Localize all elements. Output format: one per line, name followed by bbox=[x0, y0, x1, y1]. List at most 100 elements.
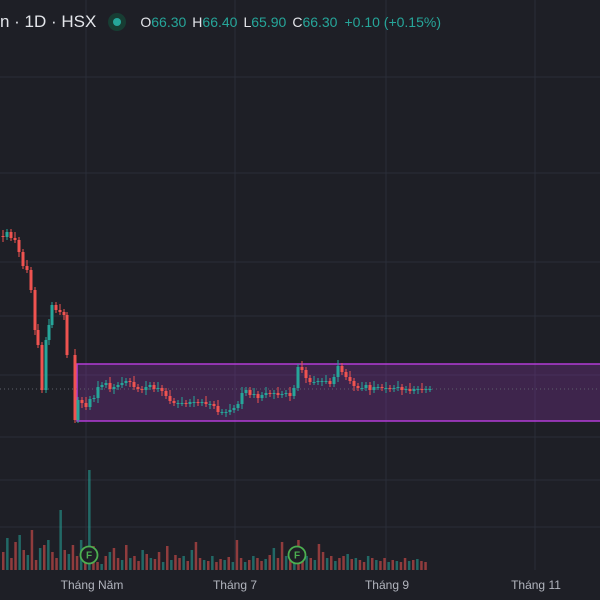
candle-body[interactable] bbox=[17, 240, 21, 252]
candle-body[interactable] bbox=[208, 404, 212, 405]
candle-body[interactable] bbox=[400, 387, 404, 390]
candle-body[interactable] bbox=[308, 378, 312, 382]
candle-body[interactable] bbox=[96, 387, 100, 398]
candle-body[interactable] bbox=[33, 290, 37, 330]
candle-body[interactable] bbox=[296, 367, 300, 388]
candle-body[interactable] bbox=[36, 330, 40, 345]
candle-body[interactable] bbox=[276, 393, 280, 395]
candle-body[interactable] bbox=[340, 366, 344, 372]
candle-body[interactable] bbox=[428, 389, 432, 390]
candle-body[interactable] bbox=[5, 232, 9, 237]
candle-body[interactable] bbox=[304, 370, 308, 378]
candle-body[interactable] bbox=[120, 383, 124, 385]
candle-body[interactable] bbox=[50, 305, 54, 325]
candle-body[interactable] bbox=[212, 404, 216, 406]
candle-body[interactable] bbox=[268, 393, 272, 394]
candle-body[interactable] bbox=[424, 389, 428, 390]
candle-body[interactable] bbox=[21, 252, 25, 266]
candle-body[interactable] bbox=[58, 310, 62, 312]
candle-body[interactable] bbox=[73, 355, 77, 420]
candle-body[interactable] bbox=[164, 391, 168, 396]
candle-body[interactable] bbox=[148, 385, 152, 387]
candle-body[interactable] bbox=[180, 403, 184, 404]
candle-body[interactable] bbox=[332, 377, 336, 384]
event-marker-icon[interactable] bbox=[287, 545, 307, 565]
candle-body[interactable] bbox=[80, 400, 84, 403]
candle-body[interactable] bbox=[392, 388, 396, 389]
candle-body[interactable] bbox=[236, 404, 240, 408]
candle-body[interactable] bbox=[284, 393, 288, 394]
candle-body[interactable] bbox=[240, 393, 244, 404]
candle-body[interactable] bbox=[29, 270, 33, 290]
candle-body[interactable] bbox=[328, 381, 332, 384]
candle-body[interactable] bbox=[272, 393, 276, 394]
candle-body[interactable] bbox=[288, 393, 292, 396]
candle-body[interactable] bbox=[380, 387, 384, 388]
candle-body[interactable] bbox=[104, 383, 108, 385]
candle-body[interactable] bbox=[292, 388, 296, 396]
candle-body[interactable] bbox=[300, 367, 304, 370]
candle-body[interactable] bbox=[160, 388, 164, 391]
candle-body[interactable] bbox=[364, 385, 368, 388]
candle-body[interactable] bbox=[248, 390, 252, 395]
candle-body[interactable] bbox=[25, 266, 29, 270]
candle-body[interactable] bbox=[348, 377, 352, 381]
candle-body[interactable] bbox=[188, 402, 192, 404]
candle-body[interactable] bbox=[352, 381, 356, 386]
candle-body[interactable] bbox=[404, 389, 408, 390]
candle-body[interactable] bbox=[252, 394, 256, 395]
candle-body[interactable] bbox=[192, 402, 196, 403]
candle-body[interactable] bbox=[320, 381, 324, 382]
candle-body[interactable] bbox=[128, 381, 132, 382]
candle-body[interactable] bbox=[1, 236, 5, 237]
candle-body[interactable] bbox=[92, 398, 96, 399]
candle-body[interactable] bbox=[280, 394, 284, 395]
candle-body[interactable] bbox=[156, 388, 160, 389]
candle-body[interactable] bbox=[232, 408, 236, 410]
candle-body[interactable] bbox=[244, 390, 248, 393]
candle-body[interactable] bbox=[256, 394, 260, 398]
symbol-info[interactable]: n · 1D · HSX bbox=[0, 12, 97, 31]
candle-body[interactable] bbox=[344, 372, 348, 377]
candle-body[interactable] bbox=[384, 388, 388, 389]
candle-body[interactable] bbox=[116, 385, 120, 387]
candle-body[interactable] bbox=[420, 389, 424, 390]
candle-body[interactable] bbox=[316, 381, 320, 382]
candle-body[interactable] bbox=[200, 402, 204, 403]
candle-body[interactable] bbox=[47, 325, 51, 340]
candle-body[interactable] bbox=[416, 389, 420, 390]
candle-body[interactable] bbox=[144, 387, 148, 390]
candle-body[interactable] bbox=[388, 388, 392, 389]
candle-body[interactable] bbox=[152, 385, 156, 389]
candle-body[interactable] bbox=[65, 315, 69, 355]
candle-body[interactable] bbox=[76, 400, 80, 420]
candle-body[interactable] bbox=[312, 382, 316, 383]
candle-body[interactable] bbox=[13, 238, 17, 240]
candle-body[interactable] bbox=[216, 406, 220, 412]
candle-body[interactable] bbox=[264, 393, 268, 395]
candle-body[interactable] bbox=[372, 387, 376, 390]
candle-body[interactable] bbox=[44, 340, 48, 390]
candle-body[interactable] bbox=[84, 403, 88, 407]
candle-body[interactable] bbox=[136, 387, 140, 389]
candle-body[interactable] bbox=[196, 402, 200, 403]
candle-body[interactable] bbox=[376, 387, 380, 388]
candle-body[interactable] bbox=[412, 389, 416, 391]
candle-body[interactable] bbox=[124, 381, 128, 383]
candle-body[interactable] bbox=[324, 381, 328, 382]
candle-body[interactable] bbox=[108, 383, 112, 389]
candle-body[interactable] bbox=[140, 389, 144, 390]
candle-body[interactable] bbox=[220, 412, 224, 413]
candle-body[interactable] bbox=[408, 389, 412, 391]
candle-body[interactable] bbox=[168, 396, 172, 401]
candle-body[interactable] bbox=[100, 385, 104, 387]
candle-body[interactable] bbox=[204, 402, 208, 404]
candle-body[interactable] bbox=[336, 366, 340, 377]
candle-body[interactable] bbox=[132, 382, 136, 387]
candle-body[interactable] bbox=[396, 387, 400, 388]
candle-body[interactable] bbox=[54, 305, 58, 310]
candle-body[interactable] bbox=[9, 232, 13, 238]
candle-body[interactable] bbox=[368, 385, 372, 390]
